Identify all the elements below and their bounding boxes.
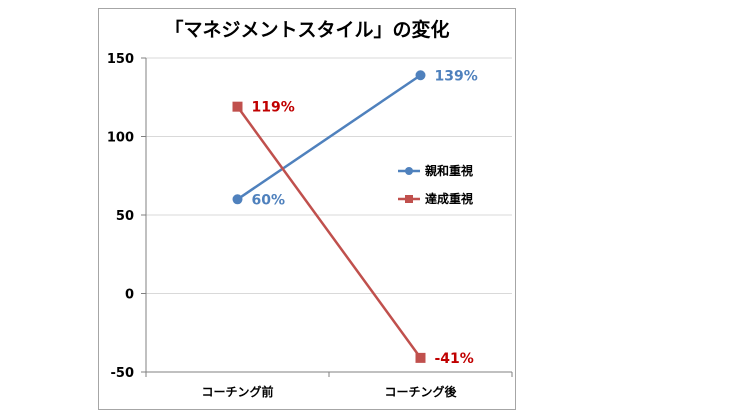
- chart-title: 「マネジメントスタイル」の変化: [164, 18, 449, 41]
- y-tick-label: 100: [107, 131, 134, 146]
- legend-item-1: 親和重視: [398, 163, 473, 178]
- series-group: 60% 139% 119% -41%: [232, 68, 478, 367]
- y-tick-label: 50: [116, 209, 134, 224]
- series-1: 60% 139%: [232, 68, 478, 208]
- data-label: 139%: [435, 68, 478, 84]
- data-label: -41%: [435, 351, 474, 367]
- y-tick-labels: -50 0 50 100 150: [107, 52, 134, 381]
- data-point: [232, 194, 243, 205]
- series-line: [236, 74, 422, 201]
- y-tick-label: 0: [125, 288, 134, 303]
- axes: [141, 57, 513, 377]
- y-tick-label: 150: [107, 52, 134, 67]
- x-category-label: コーチング後: [384, 384, 457, 399]
- legend-marker: [405, 195, 413, 203]
- legend-marker: [405, 167, 413, 175]
- series-line: [236, 105, 422, 359]
- data-point: [415, 352, 426, 363]
- data-label: 119%: [252, 100, 295, 116]
- legend-label: 達成重視: [425, 191, 473, 206]
- x-category-label: コーチング前: [201, 384, 273, 399]
- series-2: 119% -41%: [232, 100, 474, 367]
- legend-item-2: 達成重視: [398, 191, 473, 206]
- y-tick-label: -50: [111, 366, 135, 381]
- chart-frame: [98, 8, 516, 410]
- data-point: [415, 70, 426, 81]
- data-point: [232, 101, 243, 112]
- x-category-labels: コーチング前 コーチング後: [201, 384, 457, 399]
- data-label: 60%: [252, 192, 286, 208]
- legend-label: 親和重視: [425, 163, 473, 178]
